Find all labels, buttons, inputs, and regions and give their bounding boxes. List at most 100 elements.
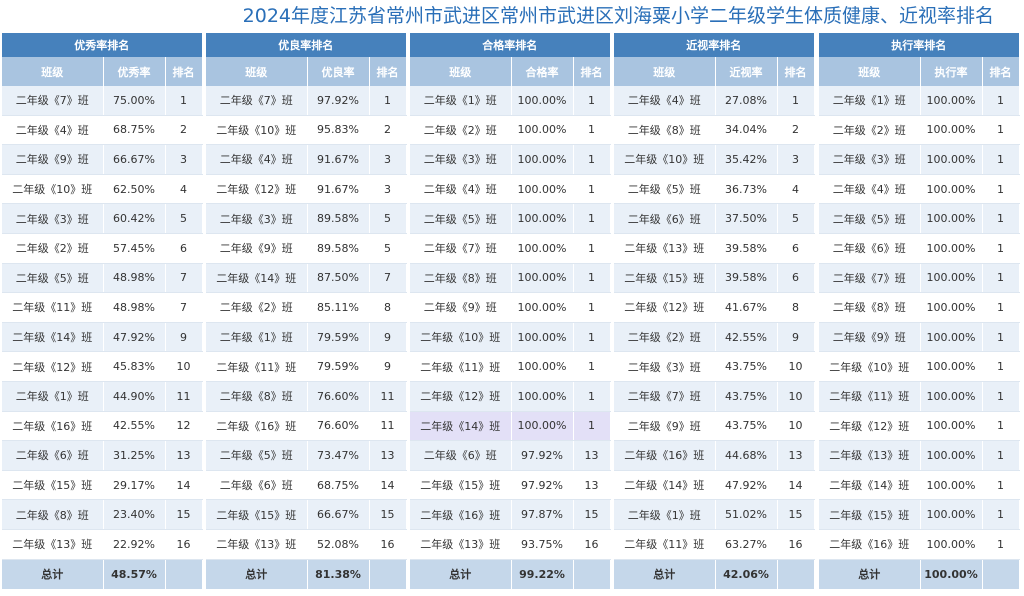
class-name-cell: 二年级《7》班: [206, 86, 308, 116]
rank-cell: 1: [982, 233, 1020, 264]
table-row: 二年级《16》班 42.55% 12: [2, 411, 203, 442]
column-header: 排名: [982, 57, 1020, 86]
class-name-cell: 二年级《3》班: [410, 144, 512, 175]
rate-cell: 100.00%: [511, 174, 574, 205]
column-header: 班级: [410, 57, 512, 86]
rank-cell: 1: [573, 411, 611, 442]
table-row: 二年级《12》班 100.00% 1: [819, 411, 1020, 442]
class-name-cell: 二年级《11》班: [206, 351, 308, 382]
rate-cell: 100.00%: [511, 115, 574, 146]
total-rank: [982, 559, 1020, 589]
table-row: 二年级《14》班 100.00% 1: [410, 411, 611, 442]
class-name-cell: 二年级《14》班: [614, 470, 716, 501]
rank-cell: 16: [573, 529, 611, 560]
class-name-cell: 二年级《6》班: [614, 203, 716, 234]
rank-cell: 2: [369, 115, 407, 146]
table-row: 二年级《2》班 100.00% 1: [819, 115, 1020, 146]
table-row: 二年级《10》班 62.50% 4: [2, 174, 203, 205]
table-row: 二年级《14》班 100.00% 1: [819, 470, 1020, 501]
rate-cell: 100.00%: [511, 233, 574, 264]
rank-cell: 1: [982, 529, 1020, 560]
class-name-cell: 二年级《14》班: [206, 263, 308, 294]
rate-cell: 66.67%: [307, 499, 370, 530]
total-rate: 48.57%: [103, 559, 166, 589]
class-name-cell: 二年级《3》班: [2, 203, 104, 234]
rank-cell: 13: [573, 440, 611, 471]
rank-cell: 1: [369, 86, 407, 116]
rate-cell: 75.00%: [103, 86, 166, 116]
class-name-cell: 二年级《1》班: [410, 86, 512, 116]
table-row: 二年级《12》班 41.67% 8: [614, 292, 815, 323]
table-row: 二年级《10》班 35.42% 3: [614, 144, 815, 175]
rate-cell: 47.92%: [715, 470, 778, 501]
table-row: 二年级《15》班 29.17% 14: [2, 470, 203, 501]
table-row: 二年级《3》班 60.42% 5: [2, 203, 203, 234]
rank-cell: 16: [165, 529, 203, 560]
table-row: 二年级《14》班 47.92% 9: [2, 322, 203, 353]
rank-cell: 8: [369, 292, 407, 323]
rate-cell: 100.00%: [511, 292, 574, 323]
table-row: 二年级《10》班 100.00% 1: [819, 351, 1020, 382]
column-header: 执行率: [920, 57, 983, 86]
table-row: 二年级《9》班 66.67% 3: [2, 144, 203, 175]
rank-cell: 10: [165, 351, 203, 382]
column-header: 排名: [573, 57, 611, 86]
table-row: 二年级《1》班 100.00% 1: [410, 86, 611, 116]
rate-cell: 22.92%: [103, 529, 166, 560]
rank-cell: 1: [573, 144, 611, 175]
column-header: 排名: [369, 57, 407, 86]
table-row: 二年级《8》班 76.60% 11: [206, 381, 407, 412]
rate-cell: 51.02%: [715, 499, 778, 530]
rate-cell: 100.00%: [920, 203, 983, 234]
table-row: 二年级《12》班 45.83% 10: [2, 351, 203, 382]
rate-cell: 100.00%: [920, 86, 983, 116]
rank-cell: 5: [165, 203, 203, 234]
table-row: 二年级《2》班 85.11% 8: [206, 292, 407, 323]
rank-cell: 1: [982, 351, 1020, 382]
rank-cell: 1: [573, 86, 611, 116]
class-name-cell: 二年级《7》班: [819, 263, 921, 294]
column-header: 班级: [2, 57, 104, 86]
class-name-cell: 二年级《4》班: [206, 144, 308, 175]
total-rate: 81.38%: [307, 559, 370, 589]
class-name-cell: 二年级《16》班: [819, 529, 921, 560]
class-name-cell: 二年级《15》班: [819, 499, 921, 530]
class-name-cell: 二年级《2》班: [410, 115, 512, 146]
rate-cell: 39.58%: [715, 263, 778, 294]
rank-cell: 1: [982, 174, 1020, 205]
rate-cell: 100.00%: [920, 263, 983, 294]
rate-cell: 100.00%: [511, 86, 574, 116]
rank-cell: 5: [777, 203, 815, 234]
total-row: 总计 48.57%: [2, 559, 203, 589]
table-row: 二年级《11》班 63.27% 16: [614, 529, 815, 560]
class-name-cell: 二年级《8》班: [614, 115, 716, 146]
rank-cell: 1: [573, 203, 611, 234]
table-row: 二年级《8》班 100.00% 1: [410, 263, 611, 294]
rank-cell: 1: [165, 86, 203, 116]
class-name-cell: 二年级《10》班: [206, 115, 308, 146]
table-row: 二年级《9》班 89.58% 5: [206, 233, 407, 264]
class-name-cell: 二年级《13》班: [2, 529, 104, 560]
rate-cell: 52.08%: [307, 529, 370, 560]
rate-cell: 37.50%: [715, 203, 778, 234]
rank-cell: 9: [165, 322, 203, 353]
rank-cell: 9: [369, 351, 407, 382]
rate-cell: 66.67%: [103, 144, 166, 175]
rank-cell: 2: [165, 115, 203, 146]
class-name-cell: 二年级《2》班: [206, 292, 308, 323]
class-name-cell: 二年级《14》班: [819, 470, 921, 501]
total-label: 总计: [206, 559, 308, 589]
class-name-cell: 二年级《5》班: [206, 440, 308, 471]
rank-cell: 13: [573, 470, 611, 501]
rate-cell: 43.75%: [715, 351, 778, 382]
class-name-cell: 二年级《2》班: [614, 322, 716, 353]
rate-cell: 100.00%: [511, 144, 574, 175]
table-row: 二年级《13》班 100.00% 1: [819, 440, 1020, 471]
rate-cell: 100.00%: [920, 351, 983, 382]
table-row: 二年级《1》班 100.00% 1: [819, 86, 1020, 116]
table-row: 二年级《8》班 100.00% 1: [819, 292, 1020, 323]
class-name-cell: 二年级《10》班: [819, 351, 921, 382]
class-name-cell: 二年级《1》班: [2, 381, 104, 412]
column-header: 优良率: [307, 57, 370, 86]
class-name-cell: 二年级《13》班: [206, 529, 308, 560]
